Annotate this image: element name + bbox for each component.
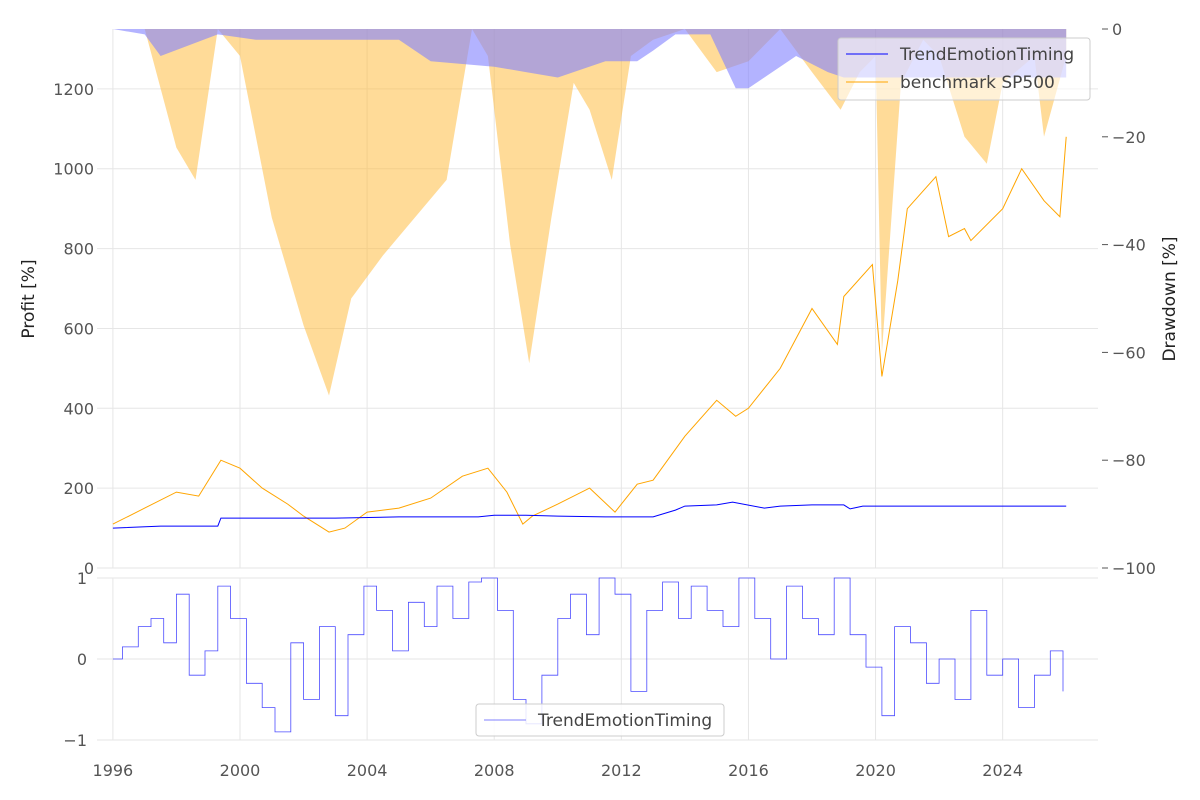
signal-y-tick-label: 1	[77, 569, 87, 588]
x-tick-label: 2020	[855, 761, 896, 780]
x-tick-label: 1996	[93, 761, 134, 780]
x-tick-label: 2000	[220, 761, 261, 780]
right-y-ticks: 0 −20 −40 −60 −80 −100	[1102, 20, 1156, 578]
signal-line	[112, 577, 1064, 733]
left-y-tick-label: 400	[63, 399, 94, 418]
y-axis-label-drawdown: Drawdown [%]	[1160, 236, 1180, 361]
y-axis-label-profit: Profit [%]	[19, 259, 39, 338]
right-y-tick-label: −100	[1112, 559, 1156, 578]
x-tick-label: 2004	[347, 761, 388, 780]
signal-panel-grid	[97, 577, 1098, 741]
benchmark-profit-line	[112, 136, 1067, 533]
right-y-tick-label: −40	[1112, 236, 1146, 255]
signal-y-tick-label: −1	[63, 731, 87, 750]
legend-main: TrendEmotionTiming benchmark SP500	[837, 37, 1091, 101]
strategy-drawdown-area	[112, 29, 1067, 89]
x-tick-label: 2012	[601, 761, 642, 780]
left-y-tick-label: 0	[84, 559, 94, 578]
right-y-tick-label: −60	[1112, 343, 1146, 362]
legend-signal: TrendEmotionTiming	[475, 703, 725, 737]
signal-y-tick-label: 0	[77, 650, 87, 669]
x-tick-label: 2008	[474, 761, 515, 780]
strategy-profit-line	[112, 501, 1067, 529]
left-y-tick-label: 1000	[53, 160, 94, 179]
left-y-ticks: 0 200 400 600 800 1000 1200	[53, 80, 94, 578]
left-y-tick-label: 600	[63, 319, 94, 338]
signal-line-layer	[112, 577, 1064, 733]
left-y-tick-label: 800	[63, 240, 94, 259]
drawdown-area-layer	[112, 29, 1067, 396]
legend-main-box	[837, 37, 1091, 101]
right-y-tick-label: −20	[1112, 128, 1146, 147]
legend-main-label-benchmark: benchmark SP500	[900, 73, 1055, 93]
right-y-tick-label: −80	[1112, 451, 1146, 470]
x-tick-label: 2024	[982, 761, 1023, 780]
x-tick-label: 2016	[728, 761, 769, 780]
signal-y-ticks: 1 0 −1	[63, 569, 87, 750]
benchmark-drawdown-area	[112, 29, 1067, 396]
left-y-tick-label: 1200	[53, 80, 94, 99]
legend-main-label-strategy: TrendEmotionTiming	[899, 45, 1074, 65]
x-ticks: 1996 2000 2004 2008 2012 2016 2020 2024	[93, 761, 1023, 780]
right-y-tick-label: 0	[1112, 20, 1122, 39]
left-y-tick-label: 200	[63, 479, 94, 498]
legend-signal-box	[475, 703, 725, 737]
main-line-layer	[112, 136, 1067, 533]
legend-signal-label: TrendEmotionTiming	[537, 711, 712, 731]
